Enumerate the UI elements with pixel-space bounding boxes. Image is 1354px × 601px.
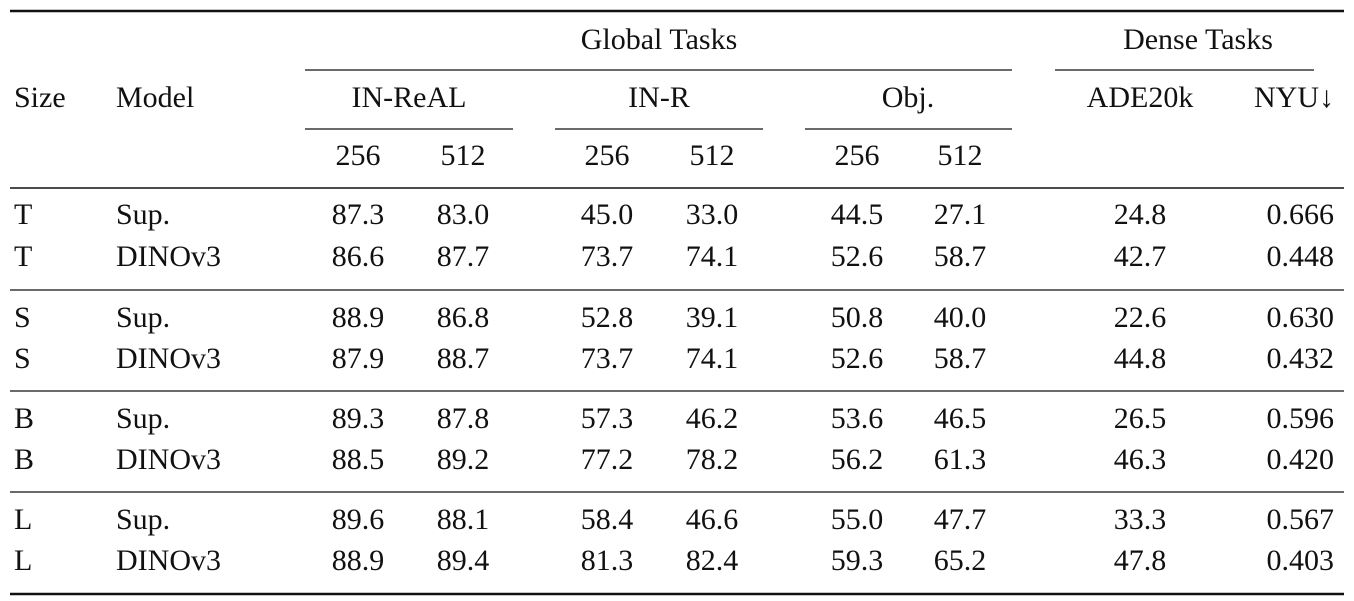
cell-value: 88.5 [332, 443, 385, 476]
cell-value: 81.3 [581, 544, 634, 577]
cell-value: 65.2 [934, 544, 987, 577]
row-label: DINOv3 [116, 544, 221, 577]
cell-value: 24.8 [1114, 198, 1167, 231]
cell-value: 73.7 [581, 240, 634, 273]
cell-value: 83.0 [437, 198, 490, 231]
cell-value: 74.1 [686, 240, 739, 273]
cell-value: 88.1 [437, 503, 490, 536]
cell-value: 88.7 [437, 342, 490, 375]
column-header: IN-ReAL [352, 81, 467, 114]
row-label: DINOv3 [116, 240, 221, 273]
cell-value: 0.448 [1267, 240, 1335, 273]
cell-value: 87.9 [332, 342, 385, 375]
row-label: B [14, 443, 34, 476]
row-label: L [14, 544, 32, 577]
cell-value: 0.666 [1267, 198, 1335, 231]
cell-value: 86.8 [437, 301, 490, 334]
cell-value: 88.9 [332, 544, 385, 577]
cell-value: 44.5 [831, 198, 884, 231]
cell-value: 46.5 [934, 402, 987, 435]
cell-value: 33.0 [686, 198, 739, 231]
row-label: L [14, 503, 32, 536]
cell-value: 77.2 [581, 443, 634, 476]
cell-value: 42.7 [1114, 240, 1167, 273]
cell-value: 44.8 [1114, 342, 1167, 375]
row-label: Sup. [116, 503, 170, 536]
row-label: T [14, 240, 32, 273]
row-label: S [14, 342, 31, 375]
row-label: Sup. [116, 198, 170, 231]
cell-value: 0.596 [1267, 402, 1335, 435]
cell-value: 45.0 [581, 198, 634, 231]
cell-value: 82.4 [686, 544, 739, 577]
resolution-header: 256 [835, 139, 880, 172]
column-header: Size [14, 81, 66, 114]
cell-value: 0.567 [1267, 503, 1335, 536]
cell-value: 59.3 [831, 544, 884, 577]
resolution-header: 512 [690, 139, 735, 172]
cell-value: 52.6 [831, 342, 884, 375]
cell-value: 58.7 [934, 240, 987, 273]
column-header: ADE20k [1087, 81, 1194, 114]
column-header: Obj. [882, 81, 935, 114]
cell-value: 46.6 [686, 503, 739, 536]
cell-value: 52.6 [831, 240, 884, 273]
cell-value: 47.8 [1114, 544, 1167, 577]
row-label: DINOv3 [116, 342, 221, 375]
cell-value: 27.1 [934, 198, 987, 231]
resolution-header: 256 [336, 139, 381, 172]
cell-value: 78.2 [686, 443, 739, 476]
resolution-header: 512 [938, 139, 983, 172]
resolution-header: 512 [441, 139, 486, 172]
cell-value: 0.420 [1267, 443, 1335, 476]
cell-value: 87.8 [437, 402, 490, 435]
cell-value: 0.403 [1267, 544, 1335, 577]
cell-value: 56.2 [831, 443, 884, 476]
row-label: Sup. [116, 301, 170, 334]
cell-value: 52.8 [581, 301, 634, 334]
cell-value: 61.3 [934, 443, 987, 476]
cell-value: 58.4 [581, 503, 634, 536]
cell-value: 40.0 [934, 301, 987, 334]
cell-value: 89.3 [332, 402, 385, 435]
cell-value: 50.8 [831, 301, 884, 334]
cell-value: 87.3 [332, 198, 385, 231]
cell-value: 86.6 [332, 240, 385, 273]
row-label: S [14, 301, 31, 334]
cell-value: 89.4 [437, 544, 490, 577]
cell-value: 89.6 [332, 503, 385, 536]
cell-value: 58.7 [934, 342, 987, 375]
cell-value: 33.3 [1114, 503, 1167, 536]
column-header: NYU↓ [1254, 81, 1334, 114]
cell-value: 73.7 [581, 342, 634, 375]
cell-value: 89.2 [437, 443, 490, 476]
group-header: Dense Tasks [1123, 23, 1273, 56]
cell-value: 74.1 [686, 342, 739, 375]
row-label: Sup. [116, 402, 170, 435]
cell-value: 39.1 [686, 301, 739, 334]
cell-value: 46.3 [1114, 443, 1167, 476]
cell-value: 47.7 [934, 503, 987, 536]
cell-value: 46.2 [686, 402, 739, 435]
resolution-header: 256 [585, 139, 630, 172]
column-header: IN-R [628, 81, 690, 114]
cell-value: 0.432 [1267, 342, 1335, 375]
cell-value: 53.6 [831, 402, 884, 435]
cell-value: 22.6 [1114, 301, 1167, 334]
group-header: Global Tasks [581, 23, 738, 56]
cell-value: 88.9 [332, 301, 385, 334]
cell-value: 55.0 [831, 503, 884, 536]
row-label: DINOv3 [116, 443, 221, 476]
cell-value: 57.3 [581, 402, 634, 435]
cell-value: 26.5 [1114, 402, 1167, 435]
column-header: Model [116, 81, 194, 114]
cell-value: 87.7 [437, 240, 490, 273]
row-label: B [14, 402, 34, 435]
cell-value: 0.630 [1267, 301, 1335, 334]
row-label: T [14, 198, 32, 231]
